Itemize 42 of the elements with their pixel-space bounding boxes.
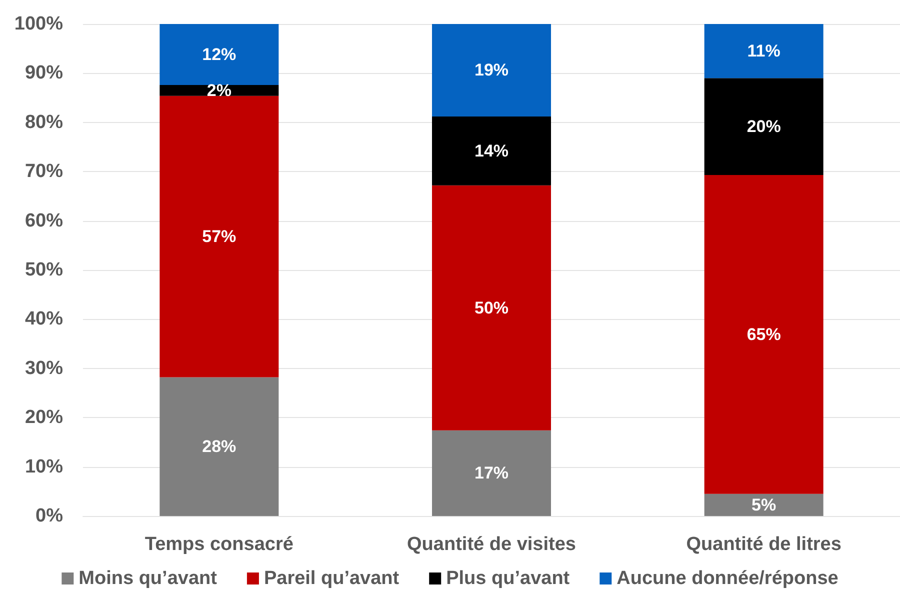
y-tick-label: 100% xyxy=(14,14,64,34)
y-tick-label: 80% xyxy=(24,112,64,133)
bar xyxy=(704,78,824,176)
data-label: 20% xyxy=(746,117,781,136)
data-label: 5% xyxy=(752,495,776,514)
bar xyxy=(160,24,279,86)
x-tick-label: Quantité de visites xyxy=(407,534,576,555)
y-tick-label: 60% xyxy=(24,210,64,232)
y-tick-label: 0% xyxy=(36,506,64,526)
y-tick-label: 30% xyxy=(24,358,64,379)
y-tick-label: 40% xyxy=(24,308,64,330)
data-label: 12% xyxy=(202,45,236,64)
data-label: 11% xyxy=(747,42,780,61)
y-tick-label: 70% xyxy=(24,161,64,182)
bar xyxy=(432,185,551,430)
data-label: 28% xyxy=(202,437,236,456)
data-label: 19% xyxy=(474,60,509,80)
bar xyxy=(160,96,279,378)
y-tick-label: 20% xyxy=(24,407,64,428)
bar xyxy=(704,175,824,494)
legend-label: Plus qu’avant xyxy=(446,568,570,589)
bar xyxy=(432,116,551,186)
y-tick-label: 50% xyxy=(24,260,64,280)
data-label: 50% xyxy=(474,298,509,318)
data-label: 57% xyxy=(202,227,236,246)
x-tick-label: Quantité de litres xyxy=(686,534,842,555)
y-tick-label: 10% xyxy=(24,456,64,478)
legend-label: Moins qu’avant xyxy=(78,568,218,589)
bar xyxy=(432,430,551,516)
legend-label: Pareil qu’avant xyxy=(264,568,400,589)
bar xyxy=(160,85,279,96)
legend-label: Aucune donnée/réponse xyxy=(616,568,838,589)
y-tick-label: 90% xyxy=(24,62,64,84)
x-tick-label: Temps consacré xyxy=(144,534,294,555)
bar xyxy=(704,24,824,78)
data-label: 17% xyxy=(474,464,509,483)
data-label: 2% xyxy=(206,80,232,100)
data-label: 65% xyxy=(746,324,781,344)
bar xyxy=(704,494,824,516)
bar xyxy=(432,24,551,116)
data-label: 14% xyxy=(474,141,509,160)
bar xyxy=(160,377,279,516)
